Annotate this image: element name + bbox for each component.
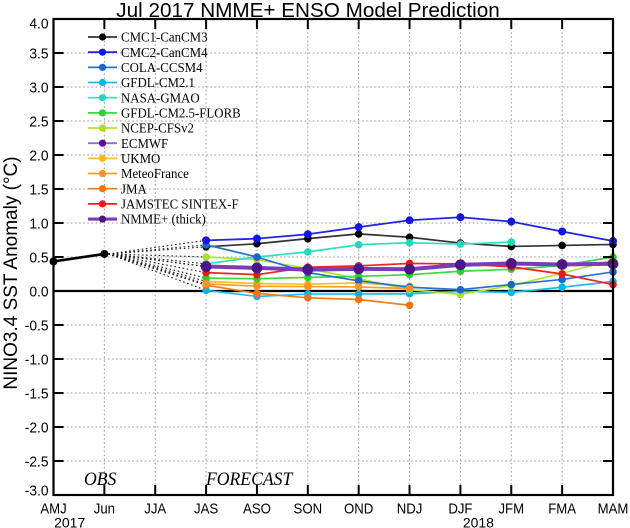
svg-text:COLA-CCSM4: COLA-CCSM4 xyxy=(121,60,203,76)
svg-text:DJF: DJF xyxy=(448,500,473,517)
svg-text:FORECAST: FORECAST xyxy=(205,468,294,489)
svg-text:UKMO: UKMO xyxy=(121,151,161,167)
svg-text:MAM: MAM xyxy=(598,500,629,517)
svg-text:1.0: 1.0 xyxy=(29,216,48,233)
svg-text:ECMWF: ECMWF xyxy=(121,135,168,151)
svg-text:-0.5: -0.5 xyxy=(25,318,49,335)
svg-text:4.0: 4.0 xyxy=(29,16,48,33)
svg-text:-2.5: -2.5 xyxy=(25,454,49,471)
svg-text:MeteoFrance: MeteoFrance xyxy=(121,166,189,182)
svg-text:JAS: JAS xyxy=(194,500,218,517)
svg-text:1.5: 1.5 xyxy=(29,182,48,199)
svg-text:NDJ: NDJ xyxy=(397,500,423,517)
svg-text:JAMSTEC SINTEX-F: JAMSTEC SINTEX-F xyxy=(121,196,239,212)
svg-text:Jun: Jun xyxy=(94,500,115,517)
svg-text:JJA: JJA xyxy=(144,500,167,517)
svg-text:SON: SON xyxy=(294,500,323,517)
svg-text:NCEP-CFSv2: NCEP-CFSv2 xyxy=(121,120,194,136)
svg-text:0.0: 0.0 xyxy=(29,284,48,301)
svg-text:2017: 2017 xyxy=(54,514,85,528)
svg-text:OBS: OBS xyxy=(84,468,116,489)
svg-text:FMA: FMA xyxy=(548,500,576,517)
svg-text:CMC2-CanCM4: CMC2-CanCM4 xyxy=(121,44,208,60)
svg-text:NASA-GMAO: NASA-GMAO xyxy=(121,90,200,106)
svg-text:Jul 2017 NMME+ ENSO Model Pred: Jul 2017 NMME+ ENSO Model Prediction xyxy=(116,0,499,22)
svg-text:AMJ: AMJ xyxy=(40,500,66,517)
svg-text:2.5: 2.5 xyxy=(29,114,48,131)
svg-text:-1.0: -1.0 xyxy=(25,352,49,369)
svg-text:JMA: JMA xyxy=(121,181,147,197)
svg-text:2.0: 2.0 xyxy=(29,148,48,165)
svg-text:ASO: ASO xyxy=(243,500,271,517)
svg-text:NINO3.4 SST Anomaly (°C): NINO3.4 SST Anomaly (°C) xyxy=(1,156,22,389)
svg-text:2018: 2018 xyxy=(463,514,494,528)
svg-text:-2.0: -2.0 xyxy=(25,420,49,437)
svg-text:-1.5: -1.5 xyxy=(25,386,49,403)
svg-text:GFDL-CM2.5-FLORB: GFDL-CM2.5-FLORB xyxy=(121,105,241,121)
svg-text:CMC1-CanCM3: CMC1-CanCM3 xyxy=(121,29,208,45)
svg-text:OND: OND xyxy=(344,500,373,517)
svg-text:3.0: 3.0 xyxy=(29,80,48,97)
svg-text:0.5: 0.5 xyxy=(29,250,48,267)
svg-text:JFM: JFM xyxy=(498,500,524,517)
svg-text:GFDL-CM2.1: GFDL-CM2.1 xyxy=(121,75,195,91)
svg-text:3.5: 3.5 xyxy=(29,46,48,63)
svg-text:NMME+ (thick): NMME+ (thick) xyxy=(121,211,206,227)
svg-text:-3.0: -3.0 xyxy=(25,483,49,500)
